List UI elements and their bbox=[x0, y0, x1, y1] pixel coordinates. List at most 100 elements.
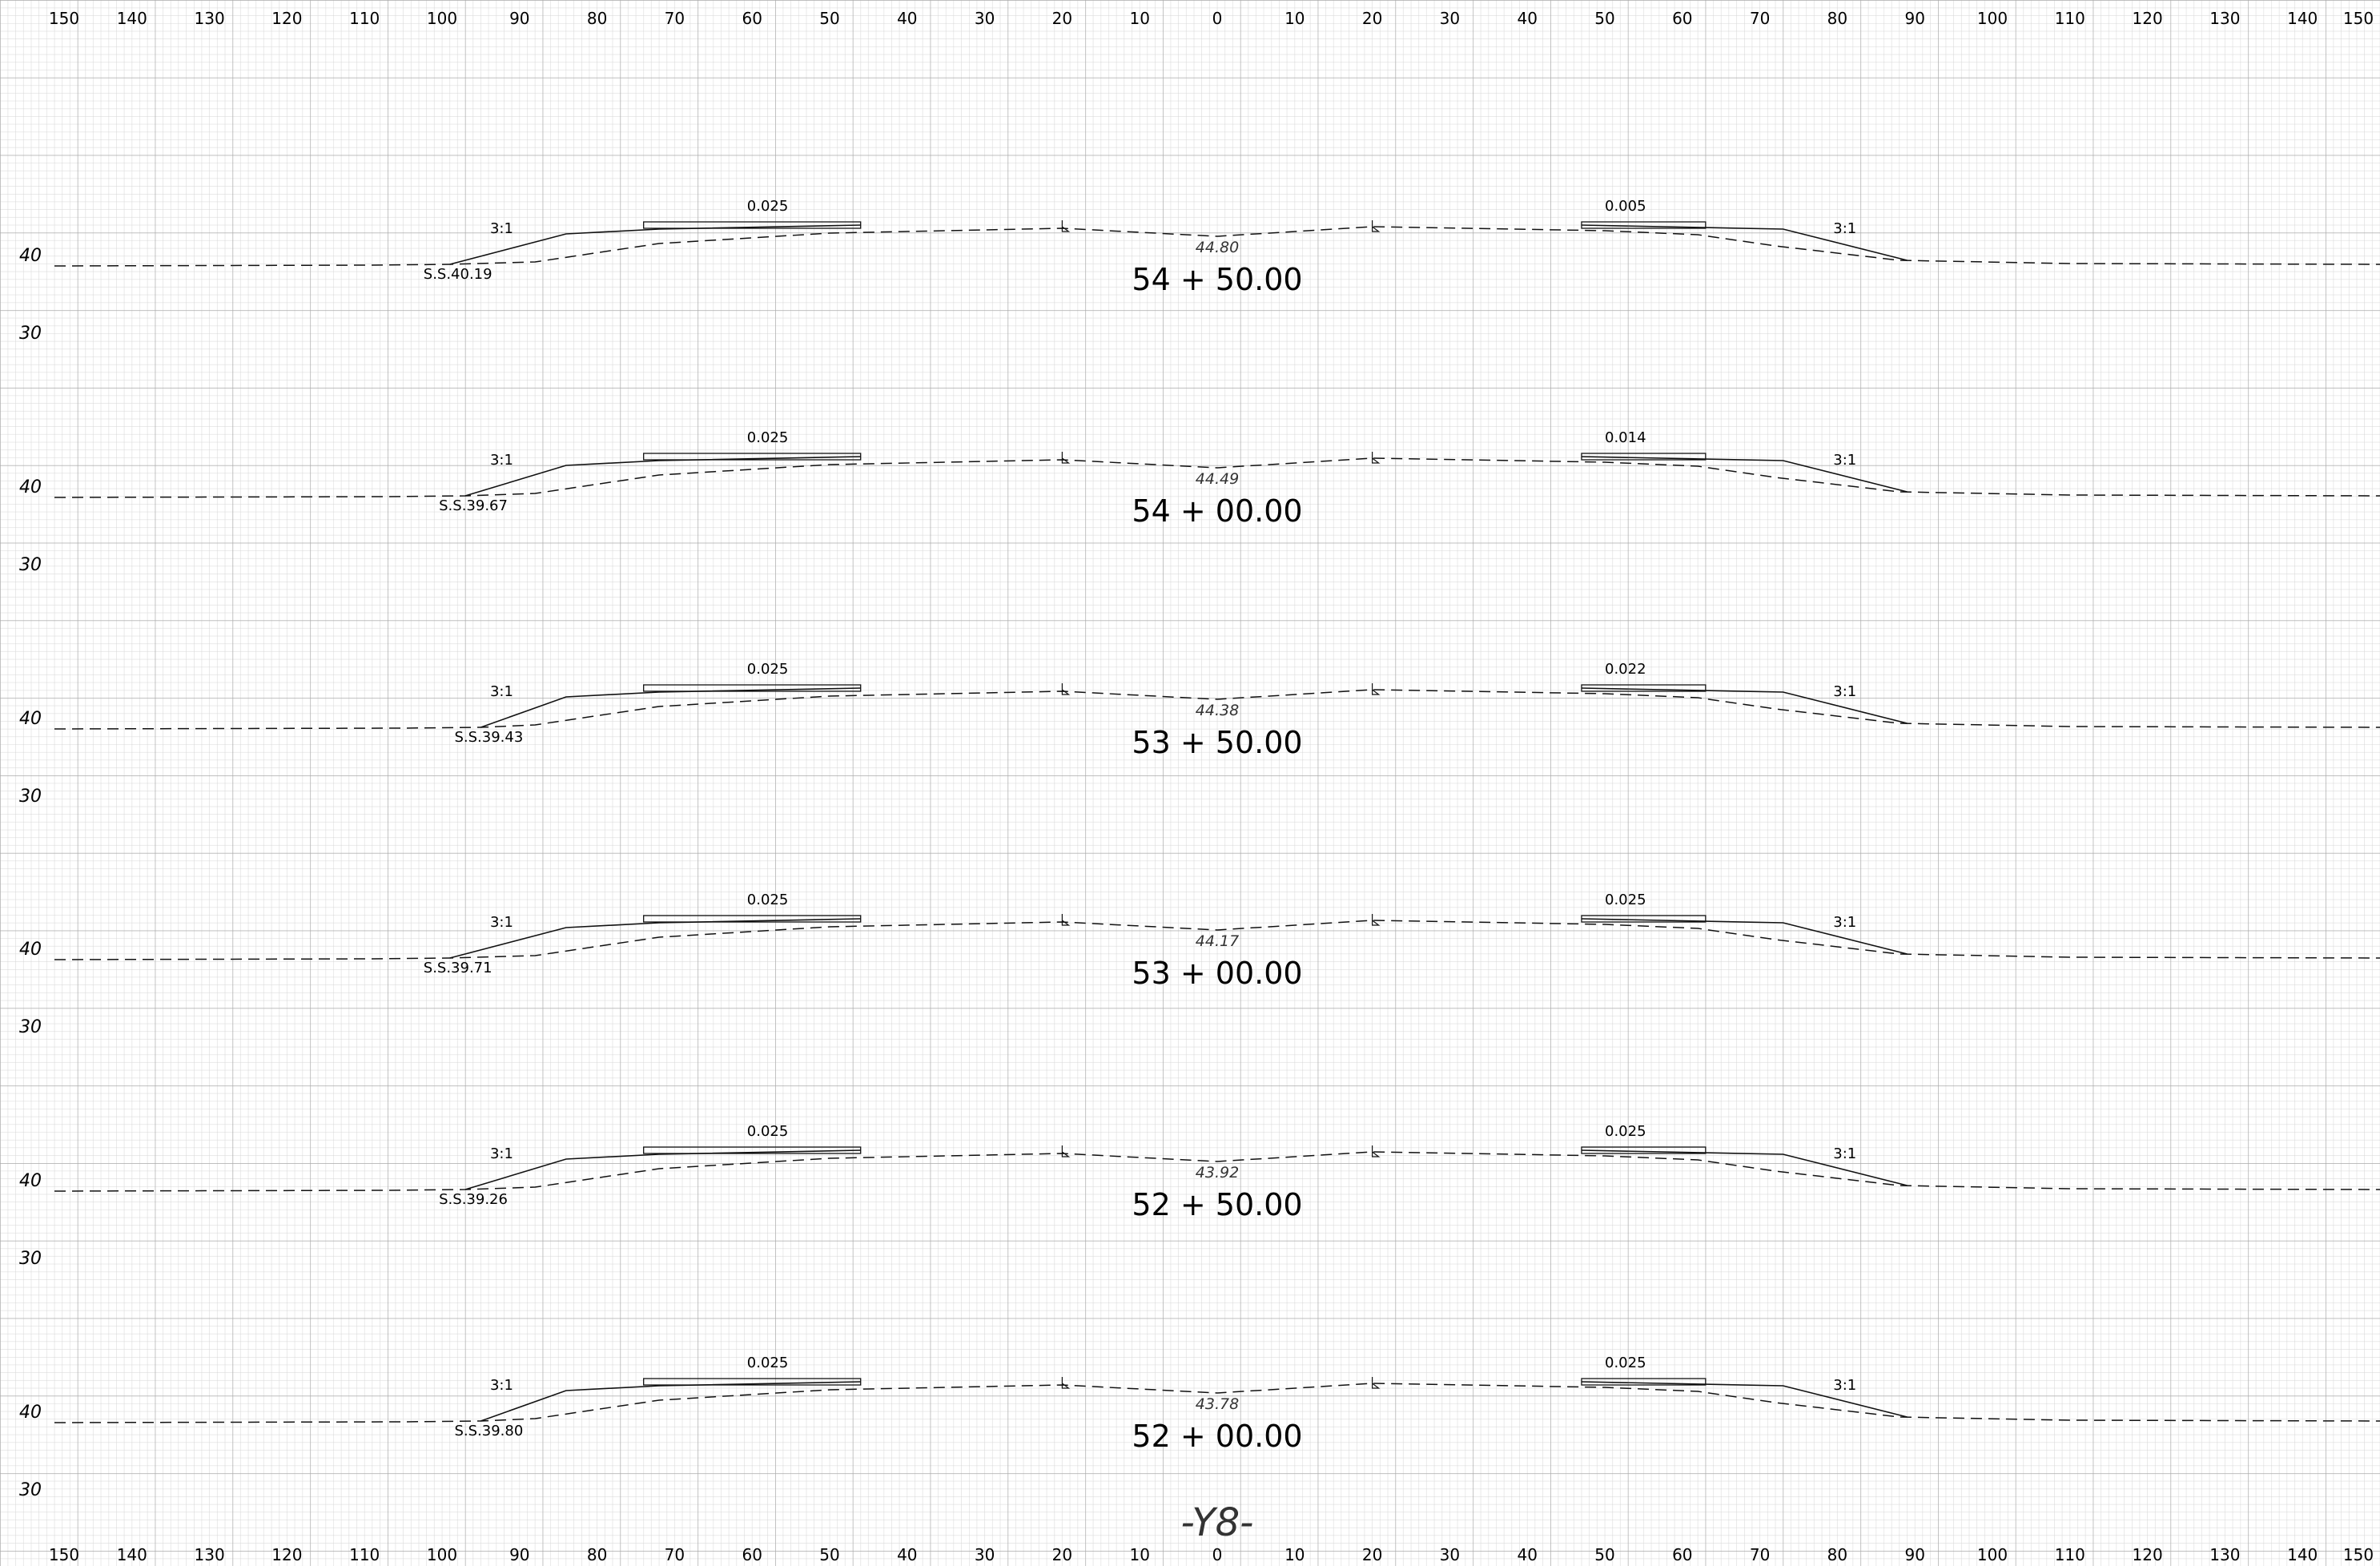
pavement-layer bbox=[1581, 1146, 1707, 1154]
axis-tick-label: 140 bbox=[2287, 1545, 2318, 1564]
axis-tick-label: 80 bbox=[587, 1545, 607, 1564]
existing-ground-line bbox=[54, 1383, 2380, 1423]
station-label: 53 + 00.00 bbox=[1132, 956, 1302, 991]
centerline-elevation: 43.92 bbox=[1196, 1164, 1239, 1182]
axis-tick-label: 80 bbox=[1827, 1545, 1847, 1564]
station-label: 54 + 50.00 bbox=[1132, 262, 1302, 297]
pavement-layer bbox=[1581, 221, 1707, 229]
elevation-label-lower: 30 bbox=[19, 324, 42, 344]
elevation-label-upper: 40 bbox=[19, 477, 42, 497]
cross-section: S.S.39.26 3:1 3:1 0.025 0.025 43.92 52 + 50.00… bbox=[19, 1123, 2380, 1269]
axis-tick-label: 100 bbox=[427, 9, 457, 28]
axis-tick-label: 150 bbox=[49, 9, 79, 28]
slope-stake-label: S.S.39.80 bbox=[454, 1423, 523, 1439]
axis-tick-label: 60 bbox=[742, 9, 762, 28]
pavement-layer bbox=[643, 915, 862, 923]
axis-tick-label: 130 bbox=[2209, 1545, 2240, 1564]
cross-section: S.S.39.80 3:1 3:1 0.025 0.025 43.78 52 + 00.00… bbox=[19, 1355, 2380, 1500]
pavement-layer bbox=[1581, 453, 1707, 461]
axis-tick-label: 40 bbox=[897, 9, 917, 28]
right-cross-slope: 0.022 bbox=[1605, 661, 1646, 678]
axis-tick-label: 20 bbox=[1362, 9, 1382, 28]
pavement-layer bbox=[643, 684, 862, 692]
pavement-layer bbox=[643, 453, 862, 461]
axis-tick-label: 20 bbox=[1052, 9, 1072, 28]
proposed-grade-line bbox=[1581, 918, 1908, 955]
left-slope-ratio: 3:1 bbox=[490, 1377, 513, 1394]
axis-tick-label: 10 bbox=[1284, 1545, 1305, 1564]
axis-tick-label: 0 bbox=[1212, 9, 1223, 28]
axis-tick-label: 60 bbox=[1672, 9, 1692, 28]
right-cross-slope: 0.014 bbox=[1605, 429, 1646, 446]
left-cross-slope: 0.025 bbox=[747, 1123, 789, 1140]
right-slope-ratio: 3:1 bbox=[1833, 452, 1856, 469]
axis-tick-label: 130 bbox=[195, 9, 225, 28]
axis-tick-label: 110 bbox=[349, 9, 380, 28]
elevation-label-lower: 30 bbox=[19, 1480, 42, 1500]
axis-tick-label: 120 bbox=[2133, 9, 2163, 28]
elevation-label-upper: 40 bbox=[19, 1171, 42, 1191]
axis-tick-label: 100 bbox=[427, 1545, 457, 1564]
axis-tick-label: 60 bbox=[742, 1545, 762, 1564]
left-slope-ratio: 3:1 bbox=[490, 914, 513, 931]
right-slope-ratio: 3:1 bbox=[1833, 220, 1856, 237]
axis-tick-label: 80 bbox=[587, 9, 607, 28]
bottom-offset-axis: 150 140 130 120 110 100 90 80 70 60 50 40 30 20 10 0 10 2… bbox=[49, 1545, 2374, 1564]
slope-stake-label: S.S.39.43 bbox=[454, 729, 523, 746]
axis-tick-label: 10 bbox=[1284, 9, 1305, 28]
axis-tick-label: 30 bbox=[975, 1545, 995, 1564]
axis-tick-label: 40 bbox=[1517, 1545, 1537, 1564]
offset-marker bbox=[1061, 220, 1071, 232]
elevation-label-upper: 40 bbox=[19, 1403, 42, 1423]
proposed-grade-line bbox=[480, 687, 861, 728]
proposed-grade-line bbox=[480, 1381, 861, 1422]
left-cross-slope: 0.025 bbox=[747, 892, 789, 908]
proposed-grade-line bbox=[464, 1149, 861, 1190]
elevation-label-lower: 30 bbox=[19, 1017, 42, 1037]
right-slope-ratio: 3:1 bbox=[1833, 914, 1856, 931]
station-label: 53 + 50.00 bbox=[1132, 725, 1302, 760]
proposed-grade-line bbox=[449, 224, 861, 265]
pavement-layer bbox=[1581, 1378, 1707, 1386]
pavement-layer bbox=[643, 221, 862, 229]
right-cross-slope: 0.025 bbox=[1605, 1355, 1646, 1371]
proposed-grade-line bbox=[1581, 687, 1908, 724]
right-cross-slope: 0.005 bbox=[1605, 198, 1646, 215]
pavement-layer bbox=[1581, 915, 1707, 923]
axis-tick-label: 70 bbox=[665, 9, 685, 28]
proposed-grade-line bbox=[1581, 456, 1908, 493]
centerline-elevation: 43.78 bbox=[1196, 1395, 1239, 1413]
offset-marker bbox=[1061, 683, 1071, 695]
left-slope-ratio: 3:1 bbox=[490, 683, 513, 700]
proposed-grade-line bbox=[1581, 224, 1908, 261]
offset-marker bbox=[1061, 452, 1071, 464]
axis-tick-label: 110 bbox=[349, 1545, 380, 1564]
axis-tick-label: 30 bbox=[975, 9, 995, 28]
slope-stake-label: S.S.39.71 bbox=[424, 960, 492, 976]
axis-tick-label: 90 bbox=[509, 1545, 529, 1564]
existing-ground-line bbox=[54, 1151, 2380, 1192]
right-slope-ratio: 3:1 bbox=[1833, 1145, 1856, 1162]
sheet-title: -Y8- bbox=[1180, 1500, 1253, 1545]
axis-tick-label: 90 bbox=[509, 9, 529, 28]
axis-tick-label: 120 bbox=[271, 9, 302, 28]
axis-tick-label: 130 bbox=[195, 1545, 225, 1564]
axis-tick-label: 60 bbox=[1672, 1545, 1692, 1564]
station-label: 52 + 50.00 bbox=[1132, 1187, 1302, 1222]
left-cross-slope: 0.025 bbox=[747, 429, 789, 446]
offset-marker bbox=[1372, 1145, 1381, 1157]
axis-tick-label: 100 bbox=[1977, 9, 2008, 28]
axis-tick-label: 10 bbox=[1129, 1545, 1149, 1564]
cross-sections: S.S.40.19 3:1 3:1 0.025 0.005 44.80 54 + 50.00… bbox=[19, 198, 2380, 1500]
station-label: 54 + 00.00 bbox=[1132, 493, 1302, 529]
axis-tick-label: 90 bbox=[1904, 1545, 1924, 1564]
existing-ground-line bbox=[54, 920, 2380, 960]
axis-tick-label: 30 bbox=[1440, 1545, 1460, 1564]
left-cross-slope: 0.025 bbox=[747, 1355, 789, 1371]
elevation-label-lower: 30 bbox=[19, 1249, 42, 1269]
centerline-elevation: 44.80 bbox=[1196, 239, 1239, 256]
offset-marker bbox=[1372, 683, 1381, 695]
axis-tick-label: 150 bbox=[2343, 9, 2374, 28]
axis-tick-label: 110 bbox=[2055, 9, 2085, 28]
